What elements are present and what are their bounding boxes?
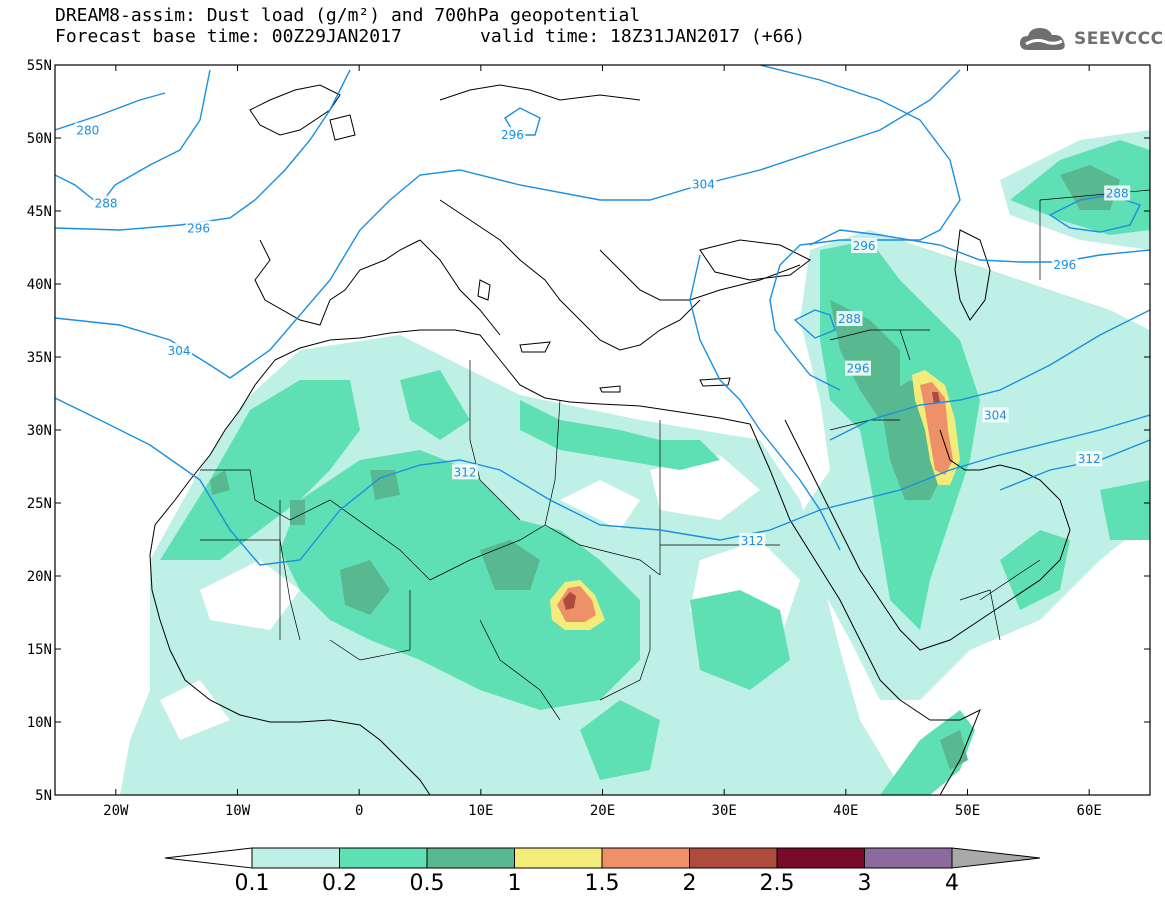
svg-text:312: 312 [741, 534, 764, 548]
colorbar-label: 2 [683, 871, 697, 896]
colorbar-label: 1 [508, 871, 522, 896]
lat-tick-label: 30N [27, 423, 52, 439]
lon-tick-label: 0 [355, 803, 363, 819]
colorbar-min-arrow [164, 847, 253, 869]
lon-tick-label: 40E [833, 803, 858, 819]
colorbar-label: 1.5 [585, 871, 620, 896]
logo-text: SEEVCCC [1074, 29, 1164, 49]
longitude-axis: 20W 10W 0 10E 20E 30E 40E 50E 60E [103, 65, 1102, 819]
contour-label: 304 [690, 176, 717, 192]
colorbar-box [601, 847, 690, 869]
lat-tick-label: 45N [27, 204, 52, 220]
lat-tick-label: 40N [27, 277, 52, 293]
colorbar: 0.1 0.2 0.5 1 1.5 2 2.5 3 4 [164, 847, 1041, 896]
svg-text:304: 304 [168, 344, 191, 358]
svg-text:288: 288 [1106, 186, 1129, 200]
lon-tick-label: 10E [468, 803, 493, 819]
contour-label: 312 [739, 532, 766, 548]
lat-tick-label: 35N [27, 350, 52, 366]
coastlines [149, 84, 1071, 795]
svg-text:288: 288 [838, 312, 861, 326]
lon-tick-label: 20W [103, 803, 129, 819]
colorbar-label: 0.5 [410, 871, 445, 896]
colorbar-box [776, 847, 865, 869]
svg-text:296: 296 [501, 128, 524, 142]
lat-tick-label: 15N [27, 642, 52, 658]
lon-tick-label: 50E [955, 803, 980, 819]
svg-text:296: 296 [853, 239, 876, 253]
svg-text:312: 312 [454, 465, 477, 479]
colorbar-box [251, 847, 340, 869]
lon-tick-label: 30E [712, 803, 737, 819]
colorbar-box [864, 847, 953, 869]
contour-label: 288 [93, 195, 120, 211]
contour-label: 312 [1076, 451, 1103, 467]
svg-text:304: 304 [984, 408, 1007, 422]
svg-text:280: 280 [76, 124, 99, 138]
contour-label: 288 [1104, 185, 1131, 201]
lat-tick-label: 50N [27, 131, 52, 147]
contour-label: 296 [851, 238, 878, 254]
contour-label: 304 [982, 407, 1009, 423]
colorbar-box [339, 847, 428, 869]
colorbar-max-arrow [951, 847, 1041, 869]
svg-text:312: 312 [1078, 452, 1101, 466]
svg-text:288: 288 [95, 197, 118, 211]
svg-text:296: 296 [847, 362, 870, 376]
contour-label: 296 [845, 360, 871, 376]
contour-labels: 280 288 296 304 296 304 312 312 296 288 296 304 312 2… [74, 122, 1131, 548]
contour-label: 296 [1051, 257, 1078, 273]
colorbar-box [514, 847, 603, 869]
svg-text:296: 296 [1053, 258, 1076, 272]
valid-time: valid time: 18Z31JAN2017 (+66) [480, 26, 806, 47]
latitude-axis: 55N 50N 45N 40N 35N 30N 25N 20N 15N 10N 5N [27, 58, 1150, 804]
seevccc-logo: SEEVCCC [1018, 22, 1164, 56]
lon-tick-label: 10W [225, 803, 251, 819]
lon-tick-label: 60E [1077, 803, 1102, 819]
map-title: DREAM8-assim: Dust load (g/m²) and 700hP… [55, 5, 641, 26]
lat-tick-label: 20N [27, 569, 52, 585]
colorbar-label: 4 [945, 871, 959, 896]
colorbar-label: 3 [858, 871, 872, 896]
colorbar-box [689, 847, 778, 869]
svg-text:296: 296 [187, 222, 210, 236]
country-borders [200, 189, 1150, 721]
colorbar-box [426, 847, 515, 869]
contour-label: 288 [836, 311, 863, 327]
contour-label: 296 [499, 127, 526, 143]
colorbar-label: 2.5 [760, 871, 795, 896]
forecast-base-time: Forecast base time: 00Z29JAN2017 [55, 26, 402, 47]
contour-label: 296 [185, 220, 212, 236]
lat-tick-label: 10N [27, 715, 52, 731]
lat-tick-label: 55N [27, 58, 52, 74]
contour-label: 304 [166, 343, 193, 359]
svg-text:304: 304 [692, 178, 715, 192]
lat-tick-label: 25N [27, 496, 52, 512]
contour-label: 312 [452, 464, 479, 480]
geopotential-contours [55, 65, 1150, 566]
colorbar-label: 0.1 [235, 871, 270, 896]
lat-tick-label: 5N [35, 788, 52, 804]
lon-tick-label: 20E [590, 803, 615, 819]
contour-label: 280 [74, 122, 101, 138]
cloud-icon [1020, 28, 1065, 50]
colorbar-label: 0.2 [322, 871, 357, 896]
dust-shading [120, 130, 1150, 795]
